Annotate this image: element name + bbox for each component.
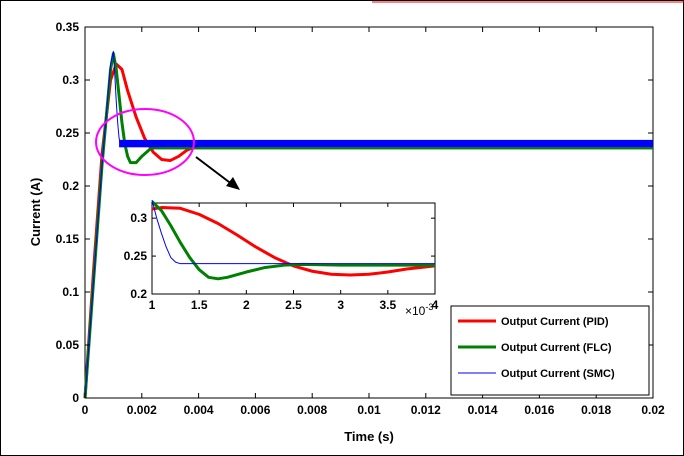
inset-x-tick-label: 1.5: [191, 298, 208, 312]
inset-x-tick-label: 1: [149, 298, 156, 312]
legend-entry-flc: Output Current (FLC): [458, 342, 612, 354]
inset-series-line-pid: [151, 206, 436, 277]
inset-y-tick-label: 0.25: [124, 249, 148, 263]
main-x-tick-label: 0: [82, 403, 89, 417]
zoom-arrow: [195, 156, 240, 190]
legend-label-smc: Output Current (SMC): [501, 368, 615, 380]
main-x-tick-label: 0.016: [524, 403, 554, 417]
main-ripple-band-smc: [119, 139, 653, 148]
inset-series-line-flc: [150, 200, 435, 281]
main-y-tick-label: 0.35: [56, 20, 80, 34]
main-series-layer: [83, 50, 653, 399]
main-x-ticks: 0 0.002 0.004 0.006 0.008 0.01 0.012 0.014 0.016…: [82, 27, 665, 417]
inset-y-tick-label: 0.3: [130, 211, 147, 225]
inset-series-line-smc: [151, 199, 435, 265]
legend-entry-pid: Output Current (PID): [458, 316, 609, 328]
x-axis-label: Time (s): [344, 429, 394, 444]
inset-plot-area: [151, 202, 436, 295]
main-y-tick-label: 0.3: [62, 73, 79, 87]
inset-plot: 1 1.5 2 2.5 3 3.5 4 0.2 0.25 0.3 ×10-3: [124, 199, 439, 318]
main-y-tick-label: 0.2: [62, 179, 79, 193]
main-y-tick-label: 0.05: [56, 338, 80, 352]
legend-label-pid: Output Current (PID): [501, 316, 609, 328]
inset-series-layer: [150, 199, 436, 281]
main-x-tick-label: 0.02: [641, 403, 665, 417]
main-x-tick-label: 0.002: [127, 403, 157, 417]
main-x-tick-label: 0.01: [357, 403, 381, 417]
legend-entry-smc: Output Current (SMC): [458, 368, 615, 380]
main-y-tick-label: 0.15: [56, 232, 80, 246]
main-x-tick-label: 0.006: [240, 403, 270, 417]
main-x-tick-label: 0.012: [411, 403, 441, 417]
legend-label-flc: Output Current (FLC): [501, 342, 612, 354]
main-y-ticks: 0 0.05 0.1 0.15 0.2 0.25 0.3 0.35: [56, 20, 653, 405]
inset-x-tick-label: 4: [432, 298, 439, 312]
main-x-tick-label: 0.004: [184, 403, 214, 417]
main-y-tick-label: 0.1: [62, 285, 79, 299]
inset-x-tick-label: 3.5: [379, 298, 396, 312]
y-axis-label: Current (A): [28, 178, 43, 247]
inset-y-tick-label: 0.2: [130, 287, 147, 301]
main-y-tick-label: 0: [72, 391, 79, 405]
zoom-highlight-ellipse: [95, 108, 195, 176]
inset-x-exponent: ×10-3: [405, 302, 433, 318]
inset-x-tick-label: 2.5: [285, 298, 302, 312]
main-x-tick-label: 0.014: [468, 403, 498, 417]
inset-y-ticks: 0.2 0.25 0.3: [124, 211, 435, 301]
inset-x-ticks: 1 1.5 2 2.5 3 3.5 4: [149, 203, 439, 312]
inset-x-tick-label: 3: [337, 298, 344, 312]
inset-x-tick-label: 2: [243, 298, 250, 312]
legend: Output Current (PID) Output Current (FLC…: [450, 305, 650, 396]
main-ripple-band-flc: [153, 147, 653, 150]
main-x-tick-label: 0.008: [297, 403, 327, 417]
main-y-tick-label: 0.25: [56, 126, 80, 140]
main-x-tick-label: 0.018: [581, 403, 611, 417]
